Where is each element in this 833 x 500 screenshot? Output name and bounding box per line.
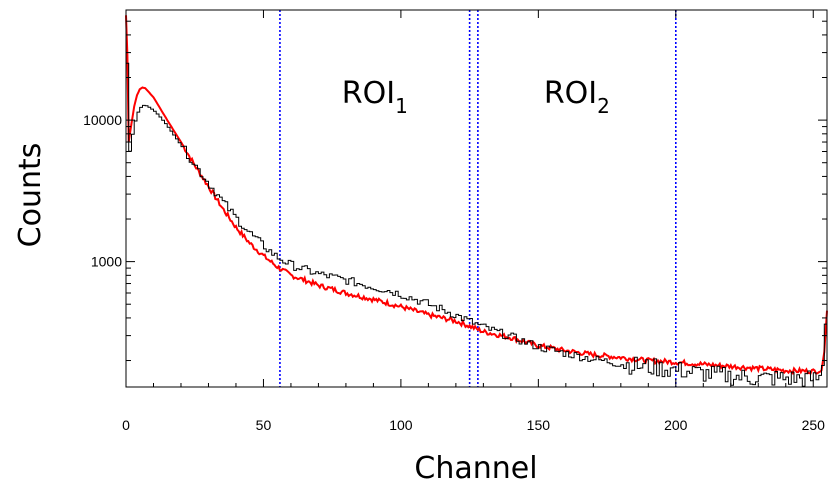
- x-tick-label-50: 50: [256, 417, 272, 433]
- series-1-line: [125, 15, 828, 376]
- x-axis-title: Channel: [414, 451, 537, 486]
- y-tick-label-10000: 10000: [83, 112, 122, 128]
- x-tick-label-150: 150: [527, 417, 551, 433]
- x-tick-label-250: 250: [802, 417, 826, 433]
- x-tick-label-100: 100: [389, 417, 413, 433]
- tick-layer: 0 50 100 150 200 250 1000 10000: [83, 9, 827, 433]
- roi-1-subscript: 1: [395, 94, 408, 118]
- series-layer: [125, 15, 828, 387]
- y-axis-title: Counts: [13, 143, 48, 248]
- plot-frame: [125, 9, 828, 388]
- series-2-line: [126, 62, 828, 387]
- roi-2-subscript: 2: [597, 94, 610, 118]
- y-tick-label-1000: 1000: [91, 254, 122, 270]
- x-tick-label-0: 0: [122, 417, 130, 433]
- x-tick-label-200: 200: [664, 417, 688, 433]
- roi-lines: [279, 10, 677, 387]
